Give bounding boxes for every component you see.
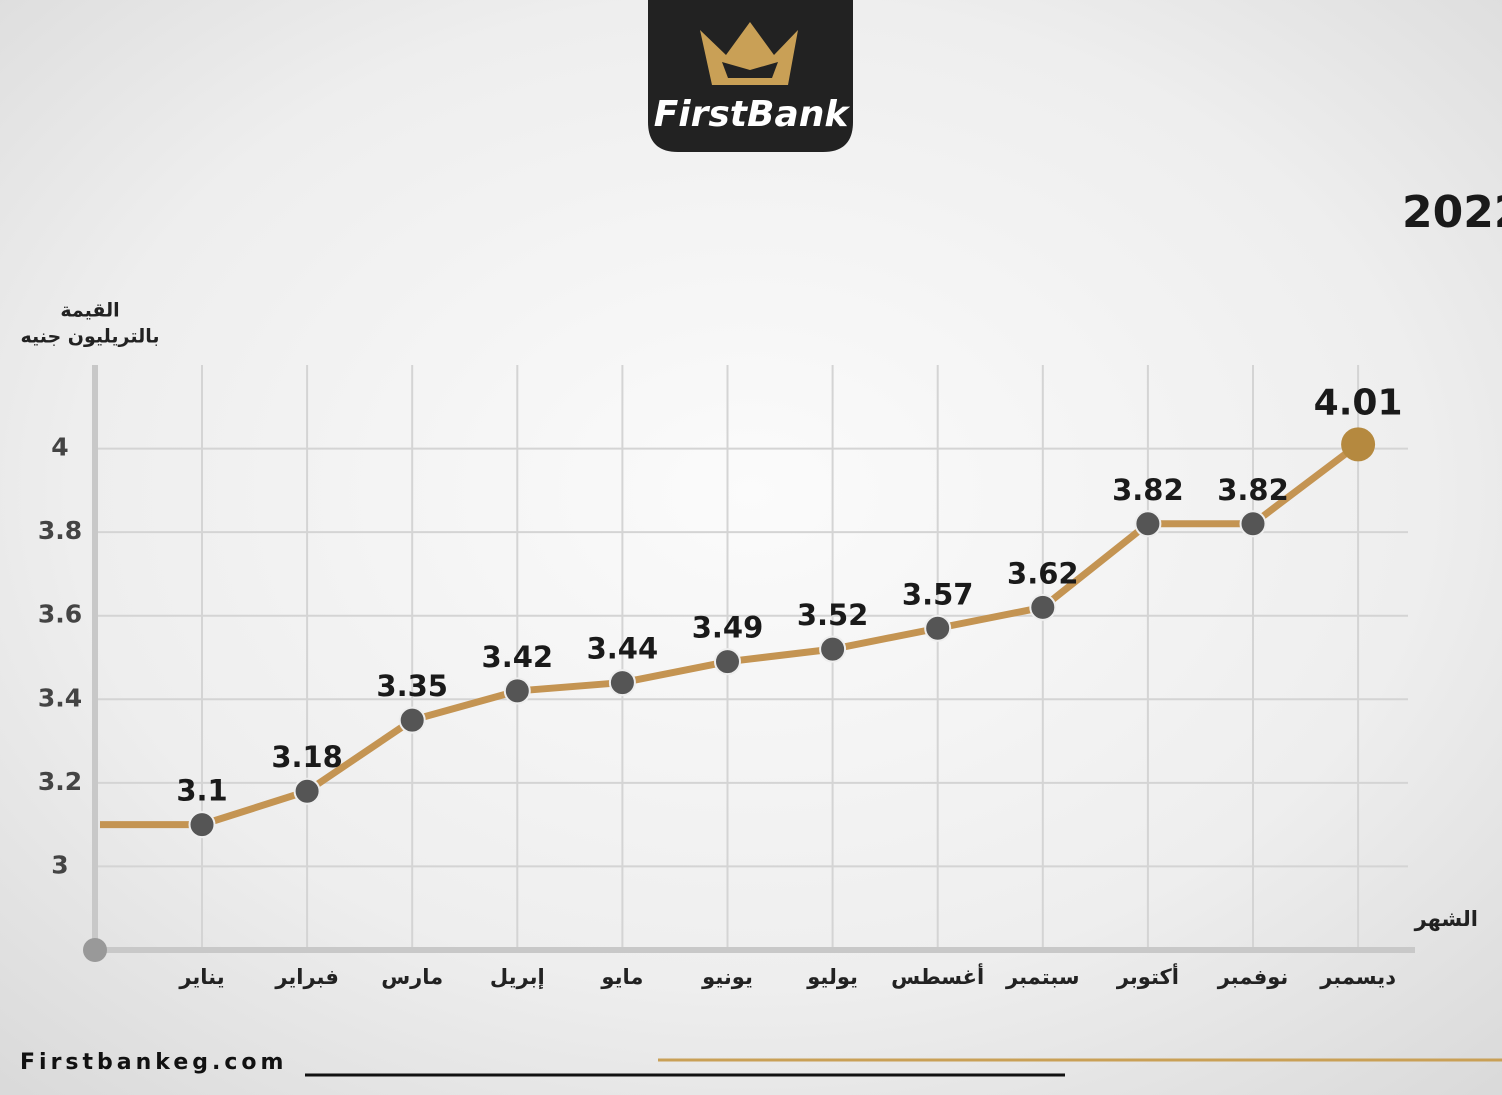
y-tick-label: 3 (51, 850, 68, 879)
x-tick-label: يونيو (701, 965, 753, 989)
line (200, 441, 1361, 828)
marker (1239, 510, 1267, 538)
x-tick-label: نوفمبر (1217, 965, 1289, 989)
brand: FirstBank (654, 94, 851, 135)
value-label: 3.42 (482, 640, 554, 674)
y-axis-label: القيمة (60, 300, 119, 322)
value-label: 4.01 (1314, 382, 1403, 423)
marker (1341, 427, 1376, 462)
value-label: 3.57 (902, 577, 974, 611)
marker (503, 677, 531, 705)
x-tick-label: مايو (600, 965, 643, 989)
x-tick-label: أغسطس (891, 962, 984, 989)
value-label: 3.44 (587, 632, 659, 666)
value-label: 3.52 (797, 598, 869, 632)
marker (924, 614, 952, 642)
marker (819, 635, 847, 663)
y-tick-label: 3.6 (38, 600, 82, 629)
x-tick-label: ديسمبر (1319, 965, 1396, 989)
value-label: 3.82 (1112, 473, 1184, 507)
marker (714, 648, 741, 676)
marker (398, 706, 426, 734)
value-label: 3.62 (1007, 556, 1079, 590)
logo-crown (700, 22, 798, 85)
x-tick-label: فبراير (274, 965, 339, 989)
value-label: 3.18 (271, 740, 343, 774)
x-tick-label: أكتوبر (1116, 962, 1179, 989)
value-label: 3.49 (692, 611, 764, 645)
marker (293, 777, 321, 805)
value-label: 3.35 (376, 669, 448, 703)
x-tick-label: مارس (381, 965, 443, 989)
marker (1029, 593, 1057, 621)
value-label: 3.82 (1217, 473, 1289, 507)
x-tick-label: سبتمبر (1005, 965, 1080, 989)
x-tick-label: يناير (178, 965, 224, 989)
x-axis-label: الشهر (1414, 907, 1478, 931)
plot: 3 3.2 3.4 3.6 3.8 4 يناير فبراير مارس إبريل مايو يو… (38, 365, 1415, 989)
logo-box (648, 0, 853, 152)
chart-title: القروض المقدمة للعملاء من البنوك تقفز 32… (1402, 187, 1502, 238)
axis-origin (83, 938, 107, 962)
y-tick-label: 3.2 (38, 767, 82, 796)
marker (1134, 510, 1162, 538)
value-label: 3.1 (176, 774, 227, 808)
marker (188, 811, 216, 839)
marker (608, 669, 636, 697)
y-axis-label: بالتريليون جنيه (20, 326, 159, 348)
footer-url: Firstbankeg.com (20, 1050, 287, 1075)
x-tick-label: يوليو (806, 965, 858, 989)
y-tick-label: 3.4 (38, 683, 82, 712)
y-tick-label: 3.8 (38, 516, 82, 545)
y-tick-label: 4 (51, 433, 68, 462)
x-tick-label: إبريل (490, 965, 545, 989)
